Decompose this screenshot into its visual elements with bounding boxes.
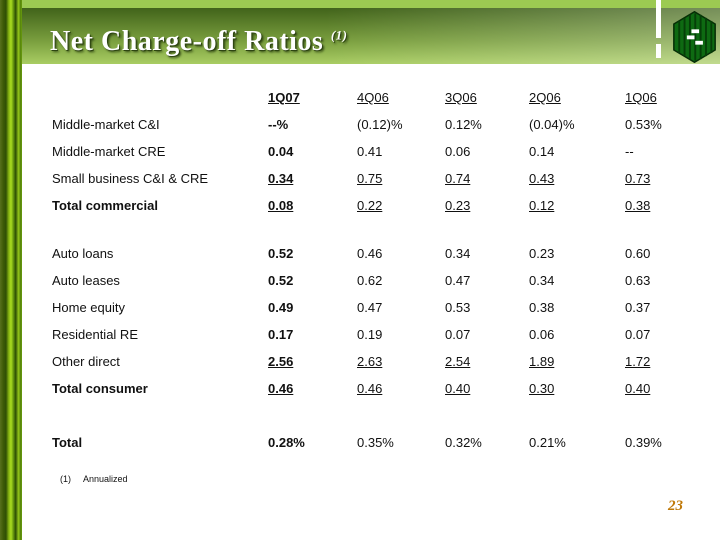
cell-value: 0.38 <box>529 300 555 315</box>
table-header-row: 1Q07 4Q06 3Q06 2Q06 1Q06 <box>0 84 720 111</box>
cell-value: 0.47 <box>445 273 471 288</box>
cell-value: 0.46 <box>357 246 383 261</box>
cell-value: 0.17 <box>268 327 294 342</box>
cell-value: 0.47 <box>357 300 383 315</box>
cell-value: --% <box>268 117 289 132</box>
cell-value: 0.73 <box>625 171 651 186</box>
cell-value: 0.07 <box>625 327 651 342</box>
cell-value: 0.37 <box>625 300 651 315</box>
table-row: Auto loans 0.52 0.46 0.34 0.23 0.60 <box>0 240 720 267</box>
cell-value: 2.54 <box>445 354 471 369</box>
cell-value: 0.40 <box>445 381 471 396</box>
row-label: Residential RE <box>52 327 138 342</box>
cell-value: 0.39% <box>625 435 662 450</box>
table-row: Residential RE 0.17 0.19 0.07 0.06 0.07 <box>0 321 720 348</box>
cell-value: 0.60 <box>625 246 651 261</box>
table-row: Auto leases 0.52 0.62 0.47 0.34 0.63 <box>0 267 720 294</box>
row-label: Auto loans <box>52 246 114 261</box>
cell-value: 0.49 <box>268 300 294 315</box>
row-label: Auto leases <box>52 273 120 288</box>
footnote-text: Annualized <box>83 474 128 484</box>
title-banner: Net Charge-off Ratios (1) <box>0 8 720 64</box>
column-header: 1Q07 <box>268 90 300 105</box>
column-header: 3Q06 <box>445 90 477 105</box>
table-row: Middle-market CRE 0.04 0.41 0.06 0.14 -- <box>0 138 720 165</box>
page-number: 23 <box>668 498 683 514</box>
cell-value: 0.38 <box>625 198 651 213</box>
cell-value: 0.14 <box>529 144 555 159</box>
row-label: Middle-market C&I <box>52 117 160 132</box>
cell-value: 0.30 <box>529 381 555 396</box>
cell-value: 1.89 <box>529 354 555 369</box>
table-row-total-consumer: Total consumer 0.46 0.46 0.40 0.30 0.40 <box>0 375 720 402</box>
cell-value: 2.63 <box>357 354 383 369</box>
cell-value: 0.35% <box>357 435 394 450</box>
left-stripe-bar <box>0 0 22 540</box>
cell-value: 0.53% <box>625 117 662 132</box>
row-label: Home equity <box>52 300 125 315</box>
cell-value: 0.22 <box>357 198 383 213</box>
cell-value: 0.08 <box>268 198 294 213</box>
cell-value: 0.06 <box>445 144 471 159</box>
banner-dash-top <box>656 0 661 38</box>
cell-value: 0.46 <box>268 381 294 396</box>
cell-value: 2.56 <box>268 354 294 369</box>
cell-value: 0.34 <box>529 273 555 288</box>
net-chargeoff-table: 1Q07 4Q06 3Q06 2Q06 1Q06 Middle-market C… <box>0 84 720 456</box>
cell-value: 0.53 <box>445 300 471 315</box>
row-label: Other direct <box>52 354 120 369</box>
table-row: Middle-market C&I --% (0.12)% 0.12% (0.0… <box>0 111 720 138</box>
column-header: 2Q06 <box>529 90 561 105</box>
cell-value: 0.06 <box>529 327 555 342</box>
cell-value: 0.32% <box>445 435 482 450</box>
cell-value: 0.12 <box>529 198 555 213</box>
cell-value: 0.34 <box>445 246 471 261</box>
row-label: Total <box>52 435 83 450</box>
cell-value: 0.74 <box>445 171 471 186</box>
cell-value: 0.21% <box>529 435 566 450</box>
slide-title: Net Charge-off Ratios (1) <box>50 26 348 58</box>
cell-value: 0.40 <box>625 381 651 396</box>
slide-title-text: Net Charge-off Ratios <box>50 26 324 57</box>
cell-value: 1.72 <box>625 354 651 369</box>
cell-value: (0.04)% <box>529 117 575 132</box>
row-label: Middle-market CRE <box>52 144 166 159</box>
cell-value: 0.41 <box>357 144 383 159</box>
banner-dash-bottom <box>656 44 661 58</box>
footnote-marker: (1) <box>60 474 71 484</box>
content-area <box>22 64 720 540</box>
cell-value: 0.19 <box>357 327 383 342</box>
cell-value: 0.07 <box>445 327 471 342</box>
cell-value: (0.12)% <box>357 117 403 132</box>
cell-value: 0.46 <box>357 381 383 396</box>
cell-value: 0.23 <box>445 198 471 213</box>
cell-value: 0.63 <box>625 273 651 288</box>
header-spacer <box>52 84 268 111</box>
slide-title-footnote-ref: (1) <box>330 27 348 43</box>
cell-value: 0.23 <box>529 246 555 261</box>
cell-value: 0.75 <box>357 171 383 186</box>
cell-value: 0.12% <box>445 117 482 132</box>
cell-value: 0.28% <box>268 435 305 450</box>
cell-value: 0.52 <box>268 273 294 288</box>
column-header: 1Q06 <box>625 90 657 105</box>
hexagon-logo-icon <box>673 11 716 63</box>
cell-value: 0.34 <box>268 171 294 186</box>
column-header: 4Q06 <box>357 90 389 105</box>
table-row: Other direct 2.56 2.63 2.54 1.89 1.72 <box>0 348 720 375</box>
table-row: Home equity 0.49 0.47 0.53 0.38 0.37 <box>0 294 720 321</box>
cell-value: 0.52 <box>268 246 294 261</box>
footnote: (1) Annualized <box>60 474 128 484</box>
table-row-total: Total 0.28% 0.35% 0.32% 0.21% 0.39% <box>0 429 720 456</box>
cell-value: -- <box>625 144 634 159</box>
row-label: Total consumer <box>52 381 148 396</box>
cell-value: 0.43 <box>529 171 555 186</box>
row-label: Total commercial <box>52 198 158 213</box>
table-row-total-commercial: Total commercial 0.08 0.22 0.23 0.12 0.3… <box>0 192 720 219</box>
row-label: Small business C&I & CRE <box>52 171 209 186</box>
cell-value: 0.62 <box>357 273 383 288</box>
table-row: Small business C&I & CRE 0.34 0.75 0.74 … <box>0 165 720 192</box>
cell-value: 0.04 <box>268 144 294 159</box>
